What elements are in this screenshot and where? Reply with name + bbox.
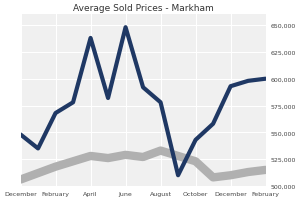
Title: Average Sold Prices - Markham: Average Sold Prices - Markham xyxy=(73,4,213,13)
